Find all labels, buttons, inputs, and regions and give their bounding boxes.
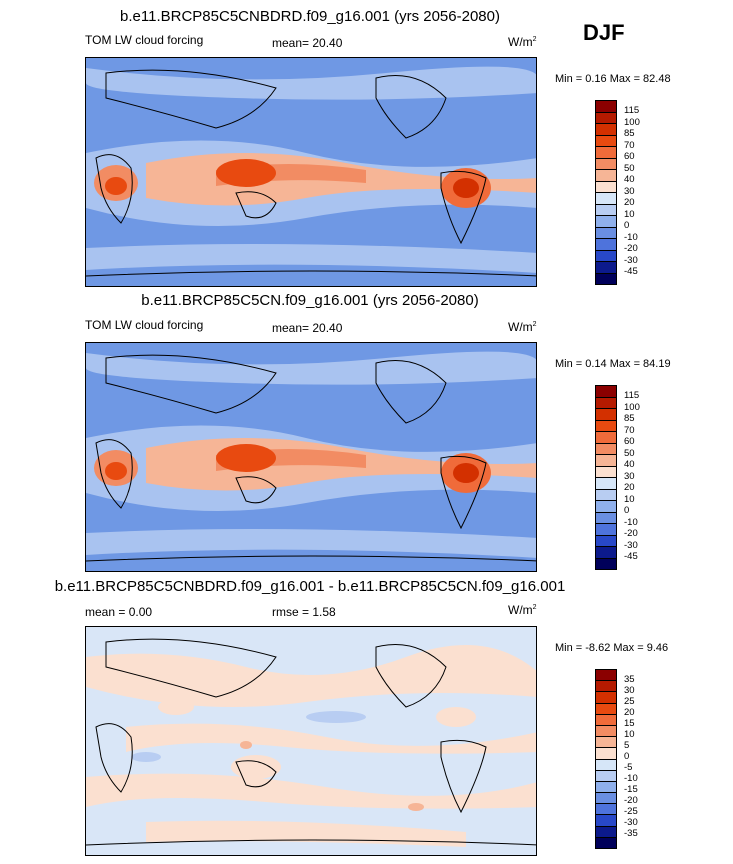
panel-2-minmax: Min = 0.14 Max = 84.19: [555, 358, 671, 370]
tick-label: -30: [624, 254, 638, 266]
tick-label: 70: [624, 139, 635, 151]
tick-label: 60: [624, 151, 635, 162]
tick-label: 5: [624, 740, 630, 751]
tick-label: 15: [624, 718, 635, 729]
panel-2-mean: mean= 20.40: [272, 321, 343, 335]
tick-label: 30: [624, 470, 635, 482]
tick-label: -20: [624, 795, 638, 806]
tick-label: 100: [624, 401, 640, 413]
tick-label: 25: [624, 696, 635, 707]
panel-3-mean: mean = 0.00: [85, 605, 153, 619]
tick-label: 0: [624, 751, 630, 762]
tick-label: -25: [624, 806, 638, 817]
tick-label: 30: [624, 185, 635, 197]
panel-3-units: W/m2: [508, 603, 537, 617]
panel-1-units: W/m2: [508, 35, 537, 49]
tick-label: 60: [624, 436, 635, 447]
tick-label: -10: [624, 231, 638, 243]
panel-1-minmax: Min = 0.16 Max = 82.48: [555, 73, 671, 85]
tick-label: -5: [624, 762, 633, 773]
tick-label: 85: [624, 128, 635, 139]
tick-label: -30: [624, 539, 638, 551]
tick-label: 35: [624, 674, 635, 685]
tick-label: 50: [624, 162, 635, 174]
tick-label: -35: [624, 828, 638, 839]
tick-label: 20: [624, 197, 635, 208]
tick-label: 0: [624, 505, 630, 516]
panel-3-map: [85, 626, 537, 856]
tick-label: -15: [624, 784, 638, 795]
tick-label: 10: [624, 729, 635, 740]
panel-1-mean: mean= 20.40: [272, 36, 343, 50]
tick-label: 100: [624, 116, 640, 128]
panel-3-minmax: Min = -8.62 Max = 9.46: [555, 642, 669, 654]
panel-1-colorbar: [595, 100, 617, 285]
panel-2-colorbar: [595, 385, 617, 570]
tick-label: 50: [624, 447, 635, 459]
panel-2-title: b.e11.BRCP85C5CN.f09_g16.001 (yrs 2056-2…: [141, 292, 479, 309]
tick-label: -30: [624, 817, 638, 828]
panel-2-units: W/m2: [508, 320, 537, 334]
panel-1-map: [85, 57, 537, 287]
panel-1-title: b.e11.BRCP85C5CNBDRD.f09_g16.001 (yrs 20…: [120, 8, 500, 25]
panel-3-title: b.e11.BRCP85C5CNBDRD.f09_g16.001 - b.e11…: [54, 578, 566, 595]
panel-1-left-label: TOM LW cloud forcing: [85, 33, 204, 47]
panel-2-map: [85, 342, 537, 572]
tick-label: 115: [624, 105, 640, 116]
tick-label: -20: [624, 528, 638, 539]
tick-label: -10: [624, 516, 638, 528]
tick-label: 85: [624, 413, 635, 424]
tick-label: 0: [624, 220, 630, 231]
tick-label: 115: [624, 390, 640, 401]
tick-label: 10: [624, 208, 635, 220]
panel-3-rmse: rmse = 1.58: [272, 605, 336, 619]
tick-label: -10: [624, 773, 638, 784]
panel-3-colorbar: [595, 669, 617, 849]
tick-label: 30: [624, 685, 635, 696]
season-label: DJF: [583, 20, 625, 45]
tick-label: 20: [624, 707, 635, 718]
tick-label: -45: [624, 266, 638, 277]
tick-label: 40: [624, 174, 635, 185]
tick-label: -45: [624, 551, 638, 562]
tick-label: 70: [624, 424, 635, 436]
panel-2-left-label: TOM LW cloud forcing: [85, 318, 204, 332]
tick-label: -20: [624, 243, 638, 254]
tick-label: 10: [624, 493, 635, 505]
tick-label: 40: [624, 459, 635, 470]
tick-label: 20: [624, 482, 635, 493]
